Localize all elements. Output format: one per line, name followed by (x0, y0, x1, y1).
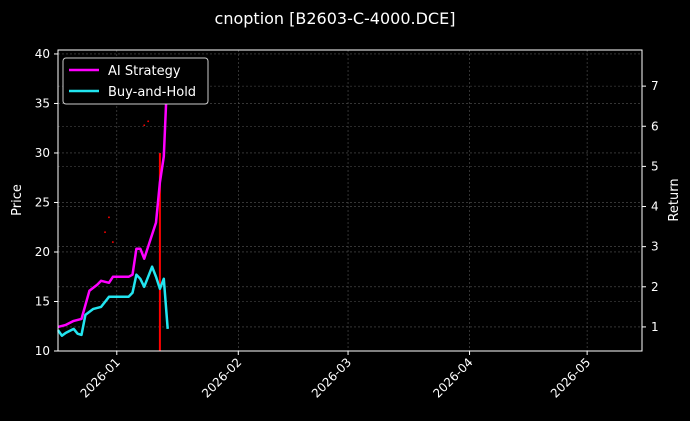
y-tick-label: 40 (35, 47, 50, 61)
signal-dot (147, 120, 150, 123)
signal-dot (111, 241, 114, 243)
y2-tick-label: 7 (651, 79, 659, 93)
y-tick-label: 35 (35, 96, 50, 110)
signal-dot (108, 216, 110, 219)
y2-tick-label: 2 (651, 280, 659, 294)
signal-dot (143, 124, 146, 127)
y2-tick-label: 6 (651, 119, 659, 133)
y2-axis-label: Return (667, 178, 682, 221)
plot-marks (56, 66, 169, 351)
legend-label-ai-strategy: AI Strategy (108, 64, 181, 79)
signal-dot (104, 231, 106, 234)
y-axis-label: Price (10, 184, 25, 216)
y2-tick-label: 5 (651, 159, 659, 173)
series-line-ai-strategy (57, 66, 169, 329)
chart-title: cnoption [B2603-C-4000.DCE] (215, 9, 456, 28)
y-tick-label: 20 (35, 245, 50, 259)
y2-tick-label: 4 (651, 200, 659, 214)
plot-frame (57, 49, 643, 352)
y-tick-label: 15 (35, 294, 50, 308)
y-tick-label: 10 (35, 344, 50, 358)
y2-tick-label: 1 (651, 320, 659, 334)
series-line-buy-and-hold (56, 265, 169, 337)
y-tick-label: 25 (35, 195, 50, 209)
legend-label-buy-and-hold: Buy-and-Hold (108, 85, 196, 100)
legend-box (62, 57, 209, 105)
legend: AI Strategy Buy-and-Hold (62, 57, 209, 105)
y2-tick-label: 3 (651, 240, 659, 254)
y-tick-label: 30 (35, 146, 50, 160)
